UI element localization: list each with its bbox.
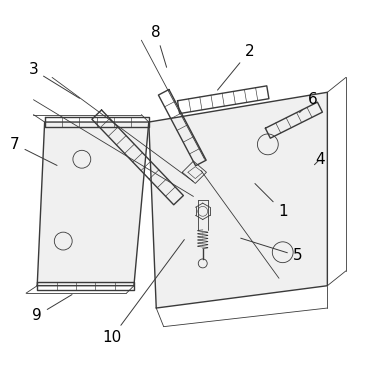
Text: 6: 6	[299, 92, 317, 113]
Text: 3: 3	[29, 62, 80, 98]
Text: 8: 8	[151, 25, 167, 67]
Text: 7: 7	[10, 137, 57, 166]
Text: 4: 4	[314, 152, 325, 167]
Text: 5: 5	[241, 238, 302, 263]
Text: 10: 10	[102, 240, 185, 345]
Polygon shape	[37, 122, 149, 286]
Text: 1: 1	[255, 184, 288, 219]
Text: 2: 2	[218, 44, 254, 90]
Text: 9: 9	[32, 294, 72, 323]
Polygon shape	[149, 92, 327, 308]
